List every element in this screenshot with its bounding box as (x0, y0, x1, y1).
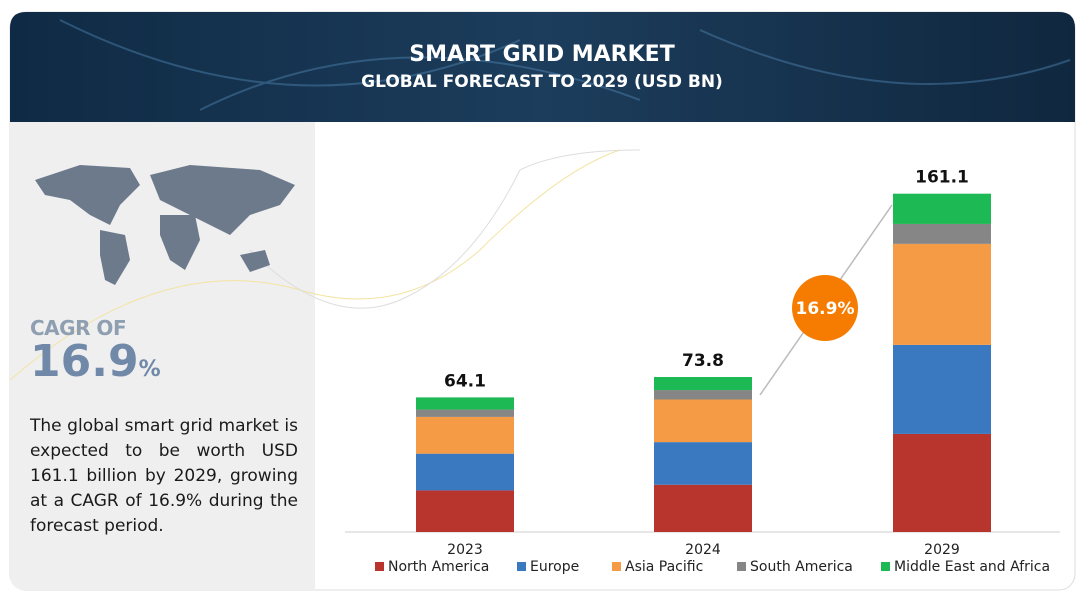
bar-segment (893, 433, 991, 532)
bar-segment (416, 409, 514, 417)
cagr-unit: % (138, 357, 161, 382)
header-band (10, 12, 1075, 122)
legend-label: Middle East and Africa (894, 559, 1050, 575)
side-panel (10, 122, 315, 590)
bar-segment (416, 416, 514, 454)
description: The global smart grid market is expected… (30, 416, 298, 536)
decor-curve (249, 149, 641, 309)
bar-segment (654, 484, 752, 532)
cagr-label: CAGR OF (30, 316, 127, 340)
legend-swatch (881, 562, 890, 571)
bar-segment (416, 453, 514, 491)
legend-swatch (737, 562, 746, 571)
cagr-number: 16.9 (30, 336, 139, 387)
bar-segment (893, 243, 991, 345)
bar-segment (893, 344, 991, 434)
subtitle: GLOBAL FORECAST TO 2029 (USD BN) (361, 72, 723, 92)
bar-segment (416, 490, 514, 532)
legend-label: South America (750, 559, 853, 575)
legend-label: Asia Pacific (625, 559, 703, 575)
bar-segment (893, 193, 991, 224)
side-text: CAGR OF 16.9% The global smart grid mark… (30, 316, 298, 539)
bar-segment (654, 390, 752, 400)
cagr-value: 16.9% (30, 340, 298, 392)
bar-segment (654, 399, 752, 443)
x-tick-label: 2023 (447, 542, 483, 558)
total-label: 73.8 (682, 351, 724, 371)
header-decor (59, 19, 1071, 111)
legend-label: North America (388, 559, 489, 575)
bar-segment (654, 377, 752, 391)
title: SMART GRID MARKET (409, 42, 674, 67)
bar-segment (654, 442, 752, 485)
x-tick-label: 2029 (924, 542, 960, 558)
legend-swatch (375, 562, 384, 571)
legend-swatch (612, 562, 621, 571)
cagr-badge-label: 16.9% (796, 299, 855, 319)
legend-swatch (517, 562, 526, 571)
world-map (35, 165, 295, 285)
bar-segment (416, 397, 514, 410)
bar-segment (893, 223, 991, 244)
total-label: 64.1 (444, 371, 486, 391)
legend-label: Europe (530, 559, 579, 575)
decor-curve (9, 149, 621, 381)
x-tick-label: 2024 (685, 542, 721, 558)
total-label: 161.1 (915, 168, 969, 188)
cagr-badge (792, 275, 858, 341)
